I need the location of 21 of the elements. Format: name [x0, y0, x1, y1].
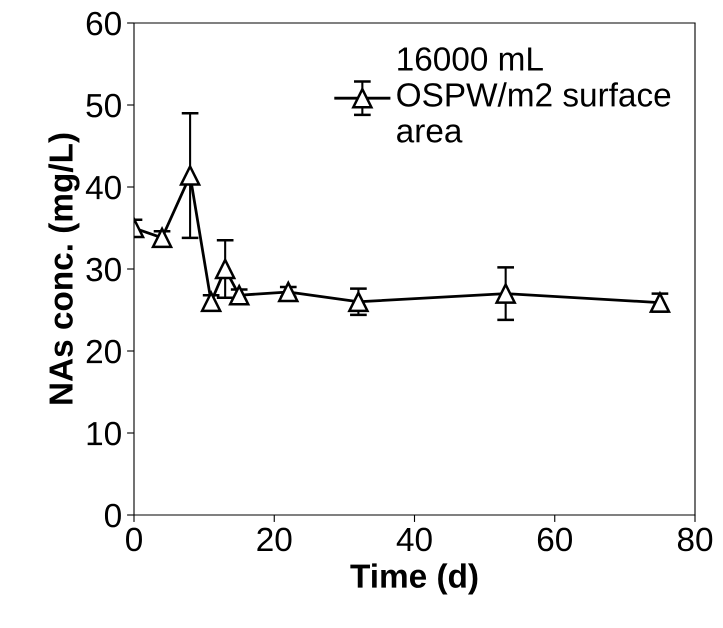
legend-label: 16000 mL OSPW/m2 surface area	[397, 47, 670, 143]
y-tick-label: 40	[86, 176, 121, 200]
x-tick-label: 40	[396, 528, 432, 552]
point	[495, 283, 516, 304]
x-tick-label: 80	[678, 528, 712, 552]
x-axis-title: Time (d)	[350, 563, 478, 595]
y-tick-label: 0	[104, 504, 121, 528]
point	[152, 228, 172, 248]
point	[348, 292, 369, 312]
point	[278, 282, 299, 302]
y-tick-label: 20	[86, 340, 121, 364]
x-tick-label: 20	[257, 528, 292, 552]
y-tick-label: 50	[86, 94, 121, 118]
point	[214, 258, 236, 280]
point	[180, 165, 200, 186]
x-tick-label: 60	[538, 528, 572, 552]
y-tick-label: 10	[88, 422, 121, 446]
y-tick-label: 60	[86, 12, 121, 36]
x-tick-label: 0	[126, 528, 142, 552]
y-tick-label: 30	[86, 258, 121, 282]
y-axis-title: NAs conc. (mg/L)	[48, 134, 80, 404]
